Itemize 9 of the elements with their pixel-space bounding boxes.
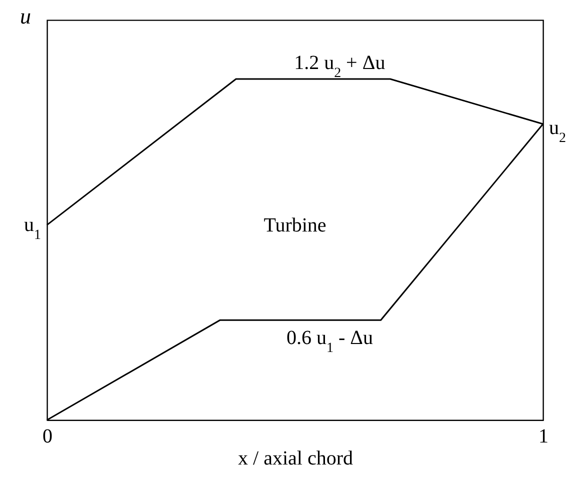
- annotation: u$_{1}$: [24, 214, 41, 242]
- x-axis-title: x / axial chord: [238, 448, 353, 470]
- x-tick-label: 0: [42, 426, 52, 448]
- annotation: u$_{2}$: [549, 117, 566, 146]
- annotation: Turbine: [264, 214, 326, 237]
- y-axis-title: u: [20, 4, 31, 28]
- annotation: 0.6 u$_{1}$ - Δu: [286, 327, 373, 356]
- x-tick-label: 1: [538, 426, 548, 448]
- annotation: 1.2 u$_{2}$ + Δu: [294, 52, 386, 80]
